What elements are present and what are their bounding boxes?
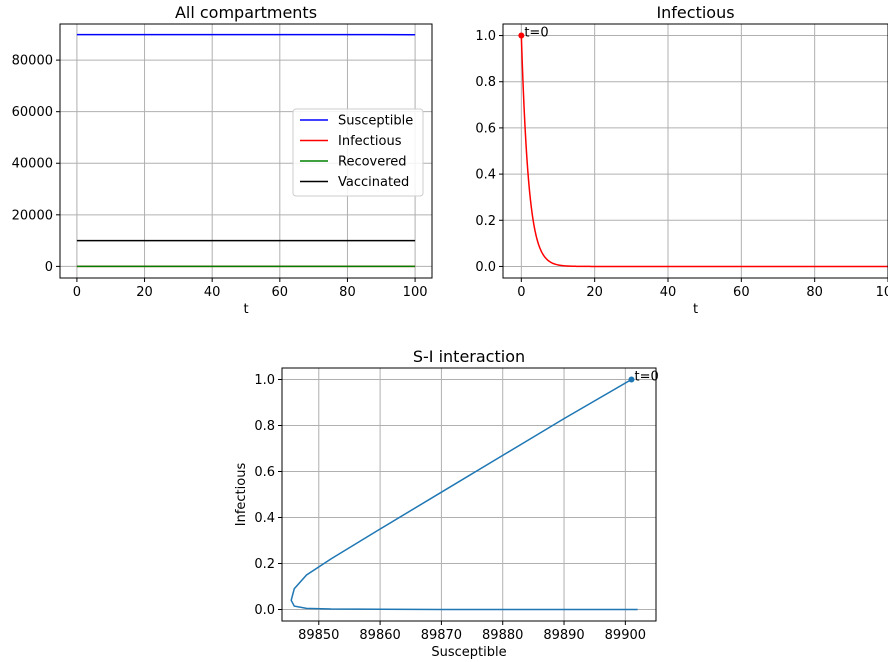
- chart-1: 0 20 40 60 80 100 0 20000 40000 60000 80000 All com…: [12, 3, 433, 317]
- legend: Susceptible Infectious Recovered Vaccinated: [292, 108, 424, 197]
- y-tick-label: 0.4: [254, 511, 275, 526]
- y-tick-label: 0.0: [254, 603, 275, 618]
- y-tick-label: 0.2: [475, 214, 496, 229]
- x-tick-label: 0: [517, 285, 525, 300]
- legend-entry-recovered: Recovered: [338, 155, 407, 170]
- legend-entry-vaccinated: Vaccinated: [338, 175, 409, 190]
- x-tick-label: 60: [733, 285, 750, 300]
- axes-frame: [59, 23, 433, 279]
- y-axis-label: Infectious: [234, 463, 249, 527]
- start-marker: [518, 32, 525, 39]
- y-tick-label: 60000: [12, 105, 53, 120]
- x-axis-label: t: [243, 302, 248, 317]
- x-axis-label: Susceptible: [431, 645, 506, 660]
- start-marker: [628, 376, 635, 383]
- x-tick-label: 89850: [298, 628, 339, 643]
- y-tick-label: 40000: [12, 157, 53, 172]
- y-tick-label: 0.6: [475, 121, 496, 136]
- y-tick-label: 0: [45, 260, 53, 275]
- chart-2: t=0 0 20 40 60 80 100 0.0 0.2 0.4 0.6 0.8 1.0 Infecti…: [475, 3, 888, 317]
- chart-3: t=0 89850 89860 89870 89880 89890 89900 0.0 0.2 0…: [234, 347, 659, 660]
- axes-frame: [502, 23, 888, 279]
- x-tick-label: 40: [204, 285, 221, 300]
- x-tick-label: 60: [272, 285, 289, 300]
- y-tick-label: 1.0: [254, 373, 275, 388]
- y-tick-label: 0.4: [475, 168, 496, 183]
- y-tick-label: 1.0: [475, 29, 496, 44]
- legend-box: [292, 108, 424, 197]
- x-tick-label: 20: [136, 285, 153, 300]
- x-tick-label: 100: [876, 285, 888, 300]
- x-tick-label: 20: [586, 285, 603, 300]
- y-tick-label: 80000: [12, 54, 53, 69]
- y-tick-label: 0.8: [475, 75, 496, 90]
- x-tick-label: 89880: [482, 628, 523, 643]
- x-tick-label: 89900: [605, 628, 646, 643]
- annotation-label: t=0: [634, 370, 658, 385]
- axes-frame: [281, 367, 657, 622]
- x-tick-label: 40: [660, 285, 677, 300]
- x-tick-label: 80: [806, 285, 823, 300]
- y-tick-label: 0.0: [475, 260, 496, 275]
- x-tick-label: 89860: [359, 628, 400, 643]
- chart-title: Infectious: [656, 3, 734, 22]
- x-tick-label: 100: [403, 285, 428, 300]
- annotation-label: t=0: [524, 26, 548, 41]
- y-tick-label: 0.2: [254, 557, 275, 572]
- legend-entry-susceptible: Susceptible: [338, 114, 413, 129]
- y-tick-label: 0.6: [254, 465, 275, 480]
- x-axis-label: t: [693, 302, 698, 317]
- y-tick-label: 0.8: [254, 419, 275, 434]
- x-tick-label: 80: [339, 285, 356, 300]
- x-tick-label: 0: [73, 285, 81, 300]
- legend-entry-infectious: Infectious: [338, 134, 402, 149]
- x-tick-label: 89890: [543, 628, 584, 643]
- series-line-1: [520, 35, 888, 268]
- x-tick-label: 89870: [421, 628, 462, 643]
- y-tick-label: 20000: [12, 208, 53, 223]
- chart-title: All compartments: [175, 3, 317, 22]
- chart-title: S-I interaction: [413, 347, 525, 366]
- series-line-1: [290, 378, 638, 611]
